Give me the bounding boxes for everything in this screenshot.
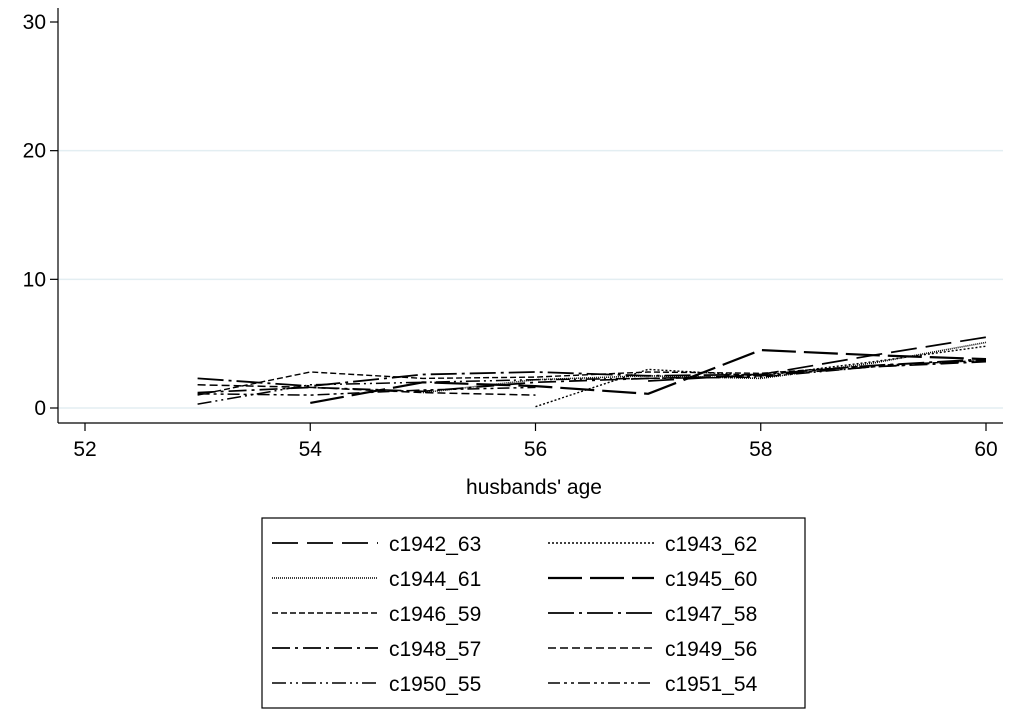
x-tick-label: 54 (299, 438, 323, 461)
legend-label: c1951_54 (665, 673, 758, 696)
x-tick-label: 60 (974, 438, 997, 461)
series-line-c1948_57 (197, 360, 987, 394)
axes (57, 8, 1003, 424)
y-tick-label: 0 (34, 397, 46, 420)
legend-label: c1948_57 (389, 638, 481, 661)
y-tick-label: 20 (23, 140, 46, 163)
legend-label: c1945_60 (665, 568, 757, 591)
legend-label: c1942_63 (389, 533, 481, 556)
series-line-c1951_54 (197, 386, 536, 396)
series-line-c1945_60 (310, 349, 987, 404)
gridlines (58, 149, 1003, 409)
legend: c1942_63 c1943_62 c1944_61 c1945_60 c1946_59… (261, 517, 806, 709)
x-tick-label: 58 (749, 438, 772, 461)
series-line-c1950_55 (197, 359, 987, 405)
legend-label: c1943_62 (665, 533, 757, 556)
series-lines (197, 336, 987, 408)
x-axis-title: husbands' age (466, 476, 602, 499)
legend-label: c1946_59 (389, 603, 481, 626)
legend-label: c1944_61 (389, 568, 481, 591)
legend-label: c1947_58 (665, 603, 757, 626)
y-tick-label: 30 (23, 11, 46, 34)
tick-marks: 0 10 20 30 52 54 56 58 60 (23, 11, 998, 461)
series-line-c1949_56 (197, 384, 536, 396)
x-tick-label: 52 (73, 438, 96, 461)
legend-label: c1949_56 (665, 638, 757, 661)
x-tick-label: 56 (524, 438, 547, 461)
y-tick-label: 10 (23, 268, 46, 291)
legend-box (261, 517, 806, 709)
legend-label: c1950_55 (389, 673, 481, 696)
